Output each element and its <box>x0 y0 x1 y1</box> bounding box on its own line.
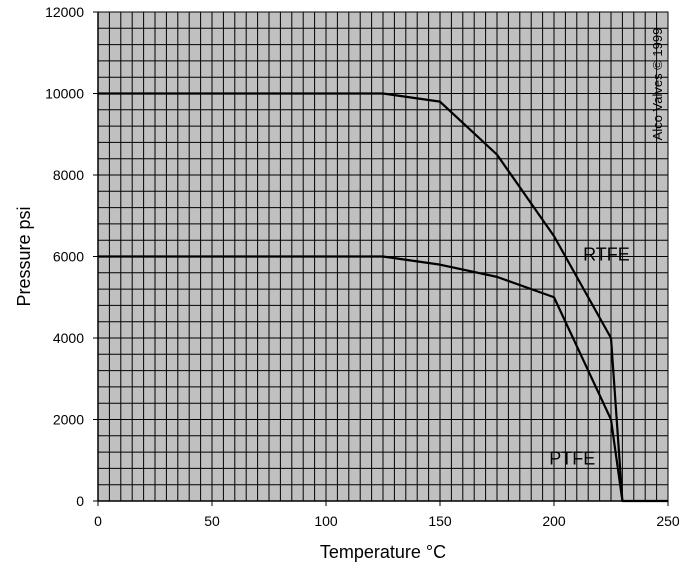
series-line-rtfe <box>98 92 668 503</box>
y-tick-label: 12000 <box>45 4 84 20</box>
y-tick-label: 2000 <box>53 412 84 428</box>
x-tick-label: 100 <box>314 513 338 529</box>
y-tick-label: 6000 <box>53 249 84 265</box>
series-lines <box>98 92 668 503</box>
x-tick-label: 250 <box>656 513 680 529</box>
copyright-annotation: Alco Valves © 1999 <box>650 28 665 141</box>
x-tick-label: 150 <box>428 513 452 529</box>
y-axis-title: Pressure psi <box>14 206 34 306</box>
y-tick-label: 4000 <box>53 330 84 346</box>
x-tick-label: 200 <box>542 513 566 529</box>
y-tick-label: 10000 <box>45 86 84 102</box>
x-tick-labels: 0 50 100 150 200 250 <box>94 513 680 529</box>
x-tick-label: 50 <box>204 513 220 529</box>
series-label-rtfe: RTFE <box>583 245 630 265</box>
series-line-ptfe <box>98 255 624 502</box>
x-axis-title: Temperature °C <box>320 542 446 562</box>
series-label-ptfe: PTFE <box>549 448 595 468</box>
y-tick-label: 0 <box>76 493 84 509</box>
x-tick-label: 0 <box>94 513 102 529</box>
y-tick-labels: 0 2000 4000 6000 8000 10000 12000 <box>45 4 84 509</box>
y-tick-label: 8000 <box>53 167 84 183</box>
